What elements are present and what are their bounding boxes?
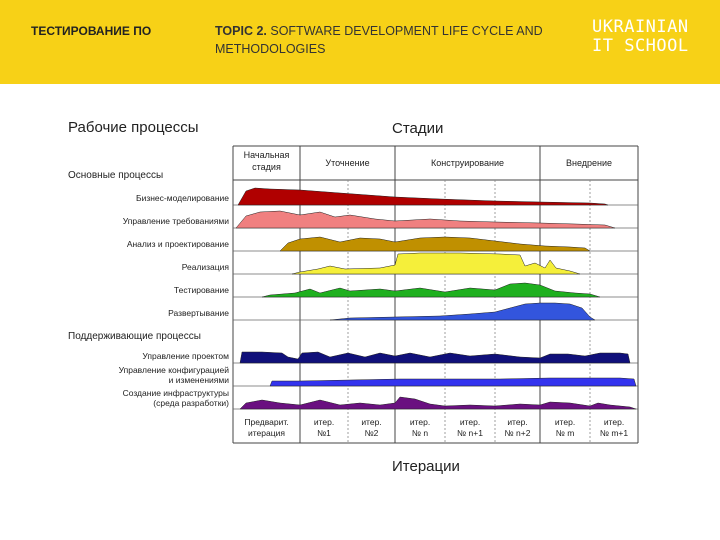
support-processes-title: Поддерживающие процессы [68, 331, 201, 342]
workflow-effort-area [279, 236, 591, 252]
workflow-effort-area [239, 396, 637, 410]
iteration-label: Предварит. [244, 417, 288, 427]
school-logo: UKRAINIAN IT SCHOOL [592, 18, 689, 56]
workflow-label: Управление проектом [142, 351, 229, 361]
iteration-label: итер. [314, 417, 334, 427]
workflow-effort-area [261, 282, 601, 298]
iteration-label-line2: № n+1 [457, 428, 483, 438]
logo-line-1: UKRAINIAN [592, 17, 689, 37]
core-processes-title: Основные процессы [68, 170, 163, 181]
workflow-label: Управление требованиями [123, 216, 229, 226]
course-title: ТЕСТИРОВАНИЕ ПО [31, 24, 152, 38]
phase-headers: Начальная стадия Уточнение Конструирование В… [244, 150, 612, 172]
workflow-label: Реализация [182, 262, 230, 272]
iteration-label-line2: № m+1 [600, 428, 629, 438]
workflow-effort-area [329, 302, 596, 321]
iteration-label-line2: итерация [248, 428, 285, 438]
workflow-effort-area [235, 210, 616, 229]
stages-title: Стадии [392, 120, 443, 137]
header-bar: ТЕСТИРОВАНИЕ ПО TOPIC 2. SOFTWARE DEVELO… [0, 0, 720, 84]
iteration-label: итер. [604, 417, 624, 427]
iteration-label: итер. [361, 417, 381, 427]
phase-label: Конструирование [431, 158, 504, 168]
workflow-labels: Бизнес-моделирование Управление требовани… [119, 193, 230, 408]
workflow-label: Бизнес-моделирование [136, 193, 229, 203]
topic-title: TOPIC 2. SOFTWARE DEVELOPMENT LIFE CYCLE… [215, 22, 545, 58]
iteration-label-line2: № m [556, 428, 575, 438]
workflow-areas [235, 187, 637, 410]
workflows-title: Рабочие процессы [68, 119, 199, 136]
workflow-effort-area [239, 351, 631, 364]
iteration-label: итер. [410, 417, 430, 427]
iteration-label-line2: № n+2 [505, 428, 531, 438]
iteration-label: итер. [460, 417, 480, 427]
phase-label-line2: стадия [252, 162, 281, 172]
iteration-label-line2: №2 [365, 428, 379, 438]
iteration-label-line2: № n [412, 428, 428, 438]
phase-label: Внедрение [566, 158, 612, 168]
iterations-title: Итерации [392, 458, 460, 475]
iteration-label: итер. [555, 417, 575, 427]
workflow-label: Управление конфигурацией [119, 365, 230, 375]
workflow-effort-area [237, 187, 609, 206]
workflow-effort-area [291, 252, 581, 275]
workflow-label: Тестирование [174, 285, 229, 295]
workflow-label-line2: (среда разработки) [153, 398, 229, 408]
phase-label: Уточнение [325, 158, 369, 168]
topic-text: SOFTWARE DEVELOPMENT LIFE CYCLE AND METH… [215, 24, 543, 56]
phase-label: Начальная [244, 150, 290, 160]
workflow-label: Анализ и проектирование [127, 239, 229, 249]
workflow-label: Создание инфраструктуры [123, 388, 229, 398]
topic-prefix: TOPIC 2. [215, 24, 267, 38]
iteration-label-line2: №1 [317, 428, 331, 438]
iteration-label: итер. [507, 417, 527, 427]
logo-line-2: IT SCHOOL [592, 36, 689, 56]
workflow-label: Развертывание [168, 308, 229, 318]
workflow-effort-area [269, 377, 637, 387]
workflow-label-line2: и изменениями [169, 375, 230, 385]
